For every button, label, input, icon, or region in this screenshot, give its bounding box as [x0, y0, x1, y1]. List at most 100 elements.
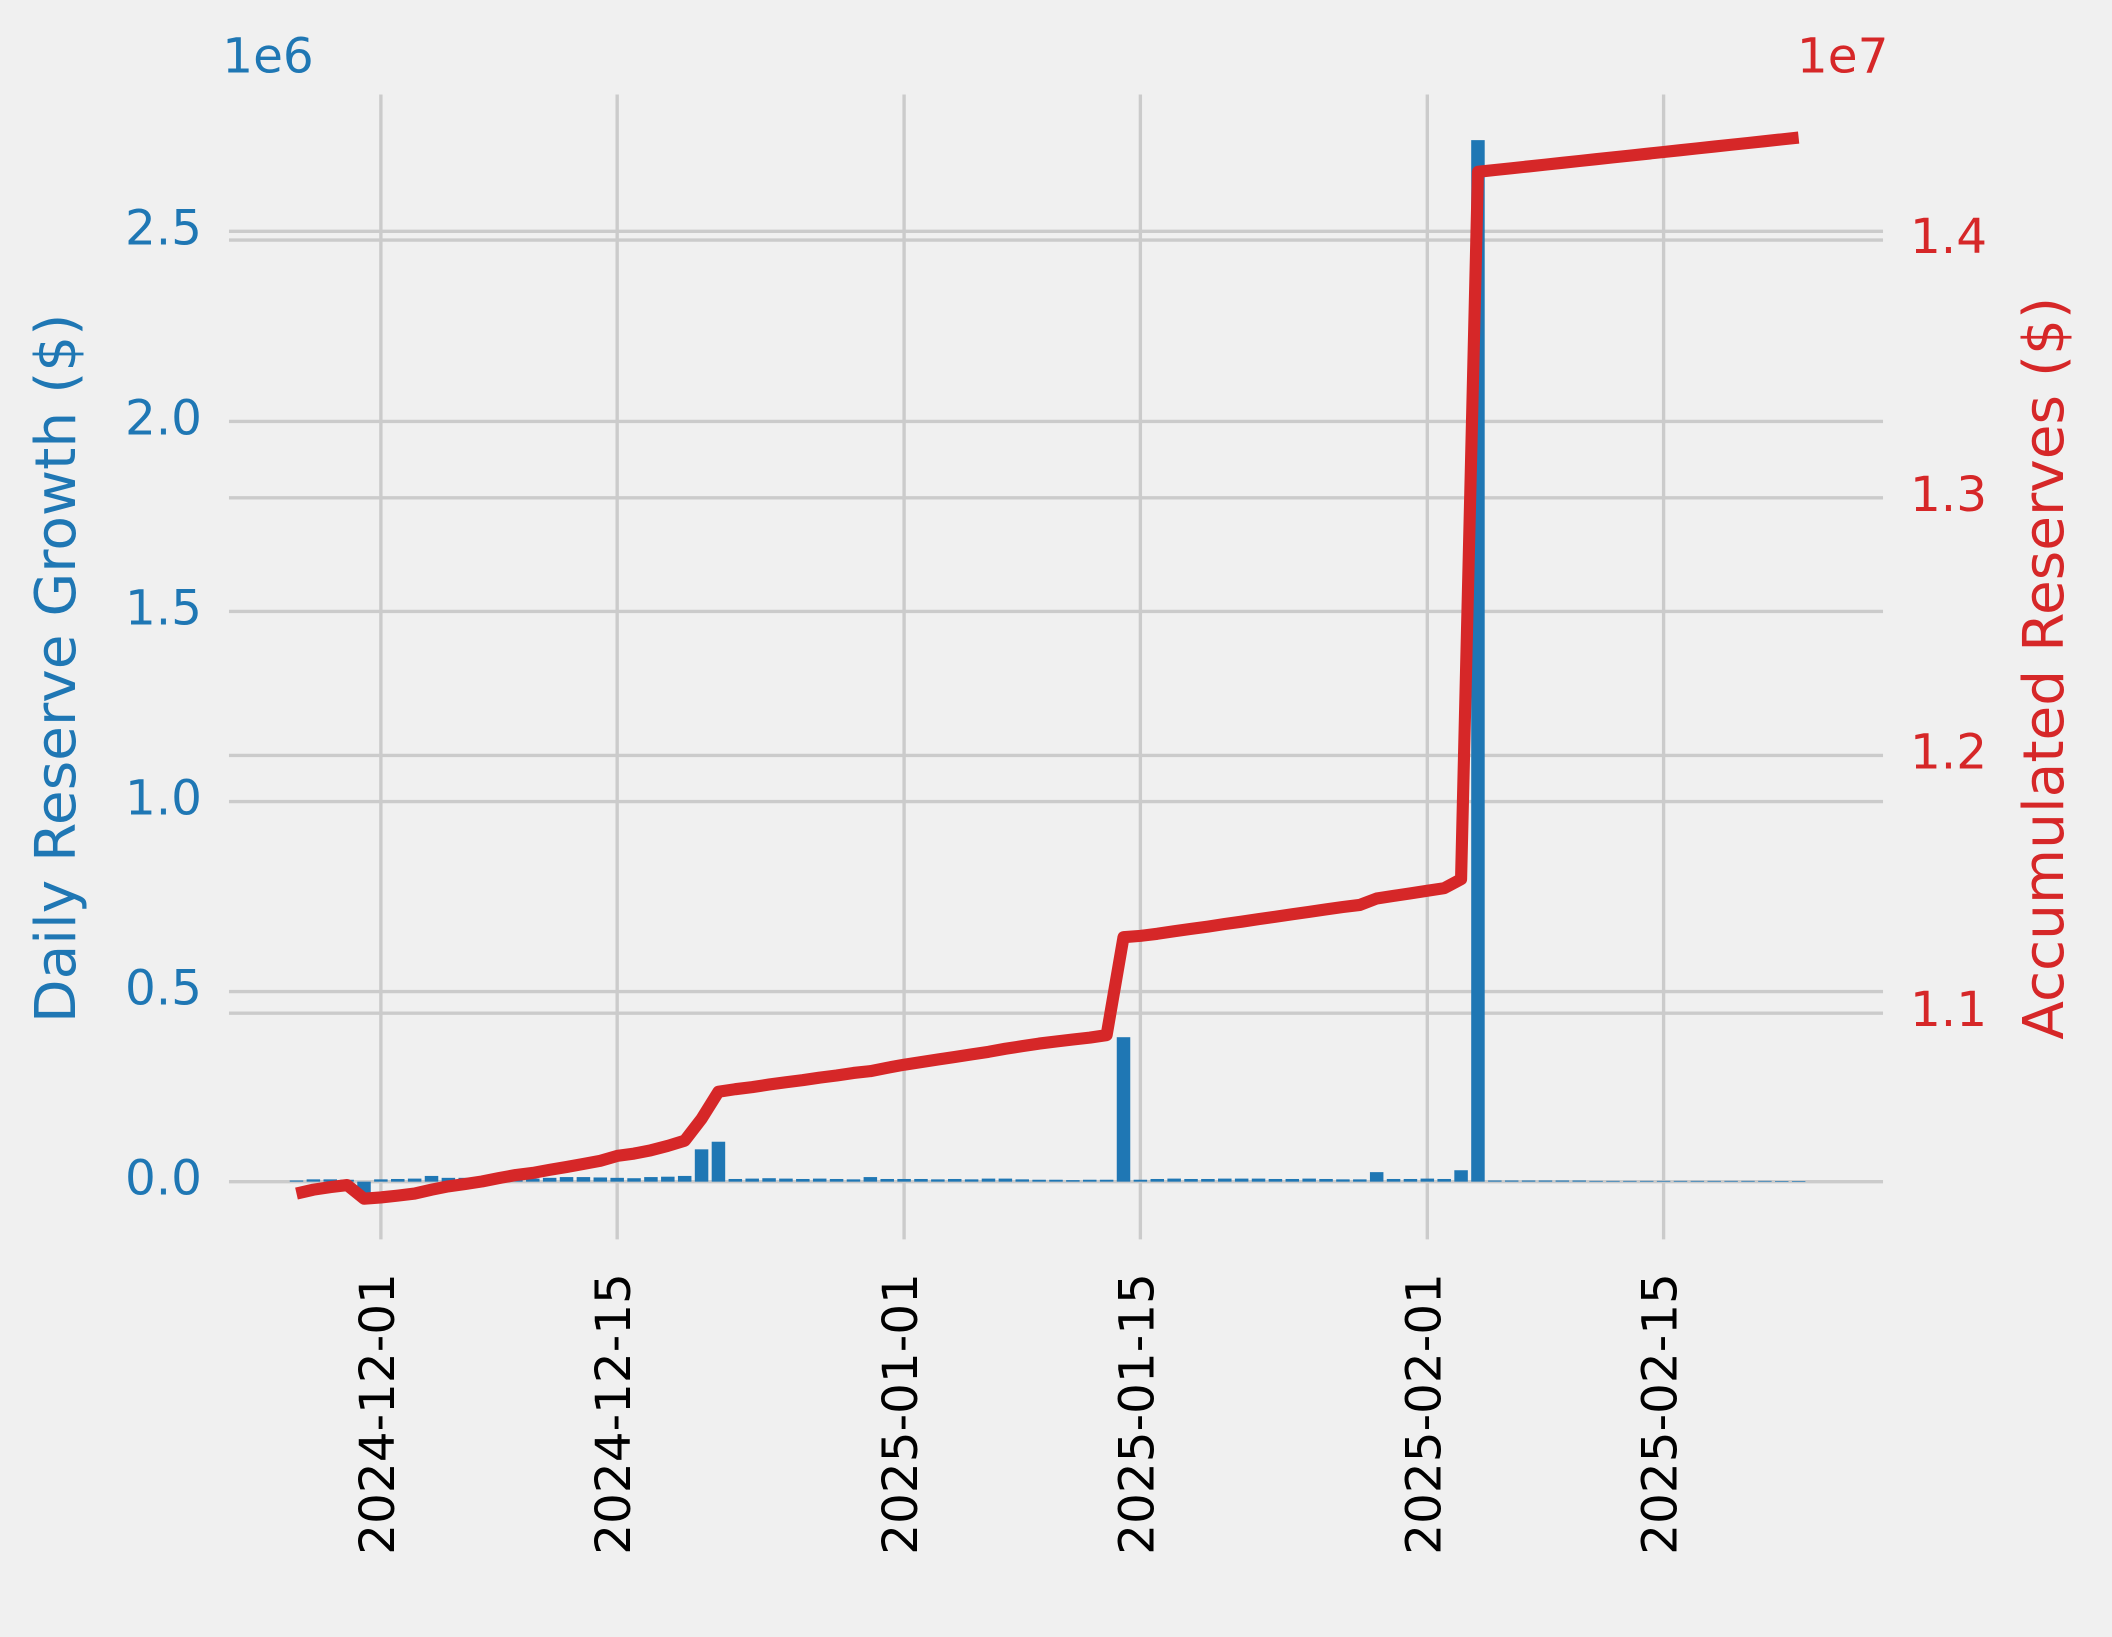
bar [661, 1176, 675, 1182]
bar [796, 1178, 810, 1182]
bar [1184, 1178, 1198, 1182]
bar [1555, 1180, 1570, 1182]
bar [559, 1177, 574, 1182]
bar [1285, 1178, 1300, 1182]
bar [1049, 1179, 1063, 1182]
bar [812, 1178, 827, 1182]
x-tick-label: 2025-02-15 [1633, 1273, 1689, 1555]
bar [1099, 1179, 1114, 1182]
bar [407, 1178, 422, 1182]
bar [1673, 1180, 1688, 1182]
bar [1403, 1178, 1418, 1182]
bar [627, 1178, 641, 1182]
bar [306, 1179, 321, 1182]
bar [1150, 1178, 1165, 1182]
bar [1690, 1180, 1705, 1182]
bar [1656, 1180, 1671, 1182]
y-tick-label: 1.5 [125, 580, 202, 636]
bar [1504, 1180, 1519, 1182]
bar [863, 1177, 878, 1182]
bar [1353, 1179, 1367, 1182]
bar [610, 1177, 624, 1182]
bar [644, 1177, 658, 1182]
bar [424, 1175, 439, 1182]
bar [542, 1177, 557, 1182]
bar [947, 1178, 962, 1182]
bar [1623, 1180, 1637, 1182]
bar [677, 1175, 692, 1182]
bar [1707, 1180, 1721, 1182]
bar [1116, 1037, 1131, 1182]
bar [1639, 1180, 1654, 1182]
bar [1488, 1180, 1502, 1182]
bar [711, 1141, 726, 1182]
bar [931, 1179, 945, 1182]
bar [1437, 1178, 1451, 1182]
y-tick-label: 2.5 [125, 200, 202, 256]
bar [441, 1177, 456, 1182]
bar [1336, 1179, 1350, 1182]
y-tick-label: 0.5 [125, 961, 202, 1017]
bar [1572, 1180, 1586, 1182]
bar [1015, 1179, 1029, 1182]
bar [745, 1178, 759, 1182]
bar [323, 1179, 337, 1182]
bar [1454, 1170, 1468, 1182]
y2-tick-label: 1.3 [1910, 467, 1987, 523]
bar [593, 1177, 608, 1182]
y-tick-label: 2.0 [125, 390, 202, 446]
bar [1167, 1178, 1181, 1182]
bar [1032, 1179, 1046, 1182]
bar [1201, 1178, 1215, 1182]
bar [914, 1178, 928, 1182]
bar [1758, 1180, 1772, 1182]
bar [1251, 1178, 1266, 1182]
y2-tick-label: 1.1 [1910, 982, 1987, 1038]
bar [1319, 1178, 1333, 1182]
bar [391, 1178, 405, 1182]
bar [964, 1179, 979, 1182]
bar [1133, 1179, 1148, 1182]
bar [1775, 1181, 1789, 1182]
bar [728, 1178, 743, 1182]
x-tick-label: 2025-01-01 [873, 1273, 929, 1555]
y-offset-label: 1e6 [222, 29, 313, 85]
x-tick-label: 2025-02-01 [1396, 1273, 1452, 1555]
bar [1234, 1178, 1249, 1182]
bar [289, 1180, 304, 1182]
bar [1369, 1172, 1384, 1182]
bar [1386, 1178, 1401, 1182]
bar [357, 1181, 371, 1194]
bar [880, 1178, 894, 1182]
bar [1606, 1180, 1620, 1182]
x-tick-label: 2024-12-15 [586, 1273, 642, 1555]
bar [1066, 1180, 1080, 1182]
y-tick-label: 1.0 [125, 771, 202, 827]
bar [1268, 1178, 1283, 1182]
bar [526, 1178, 540, 1182]
bar [1218, 1178, 1232, 1182]
y2-tick-label: 1.4 [1910, 209, 1987, 265]
bar [829, 1178, 844, 1182]
bar [897, 1178, 911, 1182]
line [295, 131, 1800, 1205]
y2-tick-label: 1.2 [1910, 724, 1987, 780]
x-tick-label: 2024-12-01 [350, 1273, 406, 1555]
bar [1589, 1180, 1603, 1182]
bar [981, 1178, 996, 1182]
bar [846, 1179, 861, 1182]
y-axis-label: Daily Reserve Growth ($) [23, 314, 89, 1023]
bar [694, 1149, 709, 1182]
bar [1724, 1180, 1738, 1182]
bar [1538, 1180, 1553, 1182]
x-tick-label: 2025-01-15 [1109, 1273, 1165, 1555]
bar [1521, 1180, 1536, 1182]
bar [1302, 1178, 1316, 1182]
bar [1083, 1179, 1097, 1182]
bar [1791, 1181, 1806, 1182]
bar [576, 1177, 591, 1182]
y2-offset-label: 1e7 [1797, 29, 1888, 85]
y2-axis-label: Accumulated Reserves ($) [2011, 297, 2077, 1040]
